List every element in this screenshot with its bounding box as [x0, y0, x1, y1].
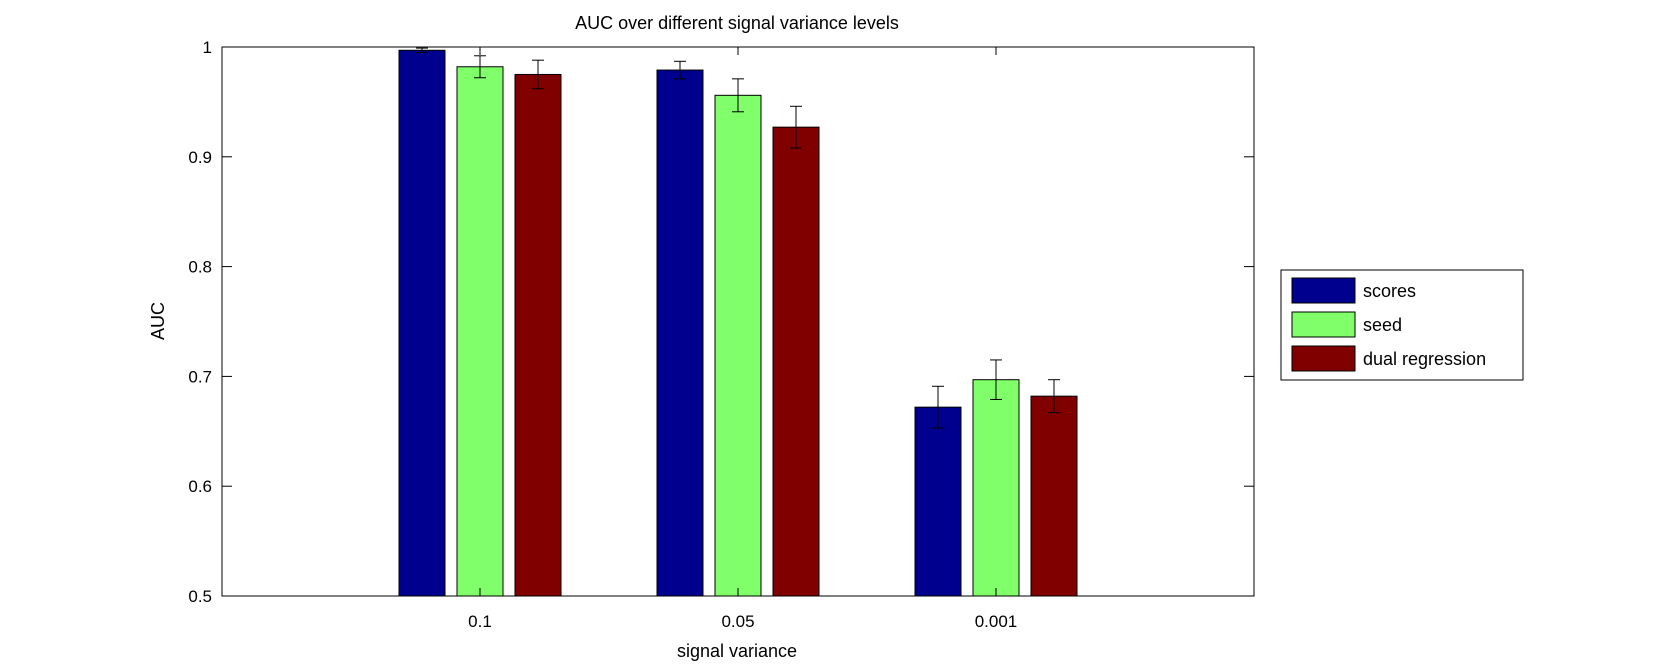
y-tick-label: 0.5	[188, 587, 212, 606]
error-bar-scores-0.001	[932, 385, 944, 429]
bars-group	[398, 49, 1078, 597]
y-axis: 0.5 0.6 0.7 0.8 0.9 1	[188, 38, 1254, 606]
bar-seed-0.1	[456, 66, 504, 597]
bar-dual-regression-0.001	[1030, 395, 1078, 597]
y-tick-label: 0.9	[188, 148, 212, 167]
error-bar-scores-0.05	[674, 60, 686, 80]
legend-label-seed: seed	[1363, 315, 1402, 335]
bar-scores-0.001	[914, 406, 962, 597]
error-bar-dual-regression-0.1	[532, 59, 544, 90]
error-bar-scores-0.1	[416, 47, 428, 53]
legend-label-scores: scores	[1363, 281, 1416, 301]
bar-seed-0.05	[714, 94, 762, 597]
y-tick-label: 0.8	[188, 258, 212, 277]
error-bar-seed-0.05	[732, 78, 744, 113]
error-bar-dual-regression-0.001	[1048, 379, 1060, 414]
y-tick-label: 1	[203, 38, 212, 57]
legend-swatch-dual-regression	[1291, 345, 1356, 372]
bar-seed-0.001	[972, 379, 1020, 597]
error-bars-group	[416, 47, 1060, 429]
legend: scores seed dual regression	[1280, 269, 1524, 381]
error-bar-seed-0.1	[474, 55, 486, 79]
legend-swatch-scores	[1291, 277, 1356, 304]
x-axis-label: signal variance	[677, 641, 797, 661]
error-bar-seed-0.001	[990, 359, 1002, 400]
bar-dual-regression-0.1	[514, 73, 562, 597]
y-axis-label: AUC	[148, 302, 168, 340]
x-tick-label: 0.05	[721, 612, 754, 631]
x-tick-label: 0.001	[975, 612, 1018, 631]
bar-dual-regression-0.05	[772, 126, 820, 597]
legend-swatch-seed	[1291, 311, 1356, 338]
x-axis: 0.1 0.05 0.001	[468, 47, 1017, 631]
chart-title: AUC over different signal variance level…	[575, 13, 899, 33]
legend-label-dual-regression: dual regression	[1363, 349, 1486, 369]
y-tick-label: 0.7	[188, 367, 212, 386]
bar-scores-0.1	[398, 49, 446, 597]
error-bar-dual-regression-0.05	[790, 105, 802, 149]
x-tick-label: 0.1	[468, 612, 492, 631]
y-tick-label: 0.6	[188, 477, 212, 496]
bar-scores-0.05	[656, 69, 704, 597]
